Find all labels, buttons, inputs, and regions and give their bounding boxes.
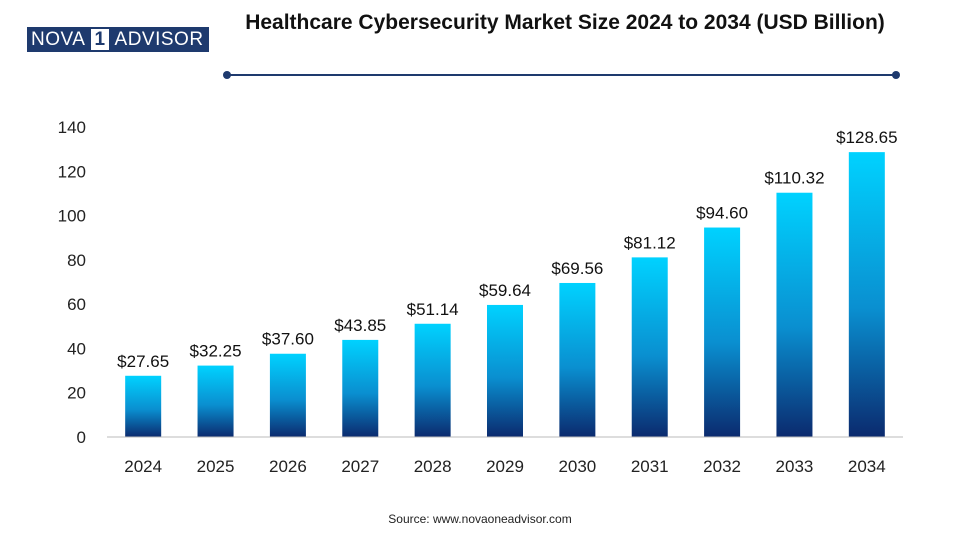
y-tick-label: 100: [58, 207, 86, 226]
x-tick-label: 2032: [703, 457, 741, 476]
bar-value-label: $59.64: [479, 281, 531, 300]
bar-value-label: $128.65: [836, 128, 897, 147]
source-note: Source: www.novaoneadvisor.com: [388, 512, 572, 526]
bar: [704, 227, 741, 437]
x-tick-label: 2034: [848, 457, 886, 476]
header-rule-dot-left: [223, 71, 231, 79]
bars: $27.65 $32.25 $37.60 $43.85 $51.14 $59.64 $69.…: [117, 128, 898, 437]
bar-value-label: $110.32: [764, 169, 824, 188]
x-tick-label: 2029: [486, 457, 524, 476]
x-tick-label: 2027: [341, 457, 379, 476]
logo: NOVA 1 ADVISOR: [27, 27, 209, 52]
bar: [125, 375, 162, 437]
logo-right-text: ADVISOR: [110, 27, 209, 52]
bar: [631, 257, 668, 437]
x-tick-label: 2030: [558, 457, 596, 476]
y-tick-label: 60: [67, 295, 86, 314]
bar-value-label: $32.25: [190, 342, 242, 361]
bar-value-label: $51.14: [407, 300, 459, 319]
y-tick-label: 0: [77, 428, 86, 447]
x-tick-label: 2024: [124, 457, 162, 476]
logo-left-text: NOVA: [27, 27, 90, 52]
y-tick-label: 120: [58, 162, 86, 181]
x-axis: 2024 2025 2026 2027 2028 2029 2030 2031 2032 2033…: [107, 436, 903, 476]
y-tick-label: 20: [67, 384, 86, 403]
bar: [487, 304, 523, 437]
bar: [414, 323, 451, 437]
bar-value-label: $37.60: [262, 330, 314, 349]
chart-title: Healthcare Cybersecurity Market Size 202…: [245, 11, 885, 34]
bar: [269, 353, 306, 437]
logo-middle-text: 1: [89, 27, 111, 52]
bar-value-label: $69.56: [551, 259, 603, 278]
bar: [776, 192, 813, 437]
bar-value-label: $81.12: [624, 233, 676, 252]
x-tick-label: 2031: [631, 457, 669, 476]
bar: [559, 282, 596, 437]
y-tick-label: 40: [67, 339, 86, 358]
x-tick-label: 2028: [414, 457, 452, 476]
y-axis: 0 20 40 60 80 100 120 140: [58, 118, 86, 447]
header-rule: [223, 71, 900, 79]
x-tick-label: 2026: [269, 457, 307, 476]
y-tick-label: 80: [67, 251, 86, 270]
bar: [197, 365, 234, 437]
x-tick-label: 2033: [776, 457, 814, 476]
y-tick-label: 140: [58, 118, 86, 137]
bar: [848, 152, 885, 437]
bar: [342, 339, 379, 437]
bar-value-label: $94.60: [696, 204, 748, 223]
bar-value-label: $27.65: [117, 352, 169, 371]
x-tick-label: 2025: [197, 457, 235, 476]
header-rule-dot-right: [892, 71, 900, 79]
bar-value-label: $43.85: [334, 316, 386, 335]
